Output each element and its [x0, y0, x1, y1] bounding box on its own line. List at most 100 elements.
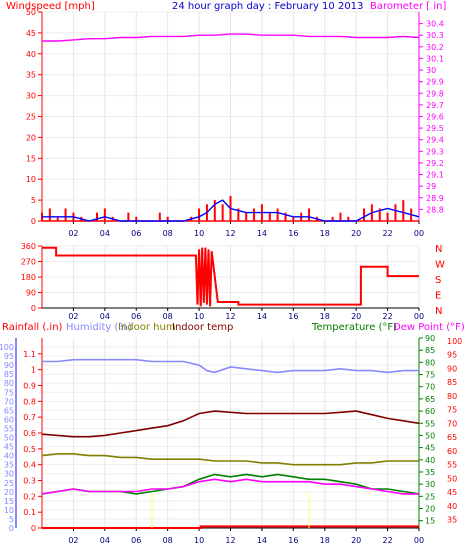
chart-title: 24 hour graph day : February 10 2013: [172, 1, 363, 12]
panel3-xtick-label: 18: [320, 536, 330, 545]
dew-point-series-line: [41, 478, 419, 495]
windspeed-tick-label: 10: [26, 175, 36, 184]
humidity-tick-label: 55: [4, 424, 14, 433]
panel3-xtick-label: 08: [163, 536, 173, 545]
panel1-xtick-label: 14: [257, 229, 267, 238]
windspeed-tick-label: 25: [26, 113, 36, 122]
windspeed-tick-label: 20: [26, 133, 36, 142]
dew-point-tick-label: 65: [447, 433, 457, 442]
temperature-tick-label: 15: [425, 517, 435, 526]
rain-tick-label: 0.8: [23, 397, 36, 406]
dew-point-tick-label: 45: [447, 488, 457, 497]
windspeed-tick-label: 15: [26, 154, 36, 163]
humidity-tick-label: 100: [0, 343, 14, 352]
panel3-xtick-label: 22: [382, 536, 392, 545]
panel2-xtick-label: 16: [288, 312, 298, 321]
windspeed-axis-label: Windspeed [mph]: [6, 1, 95, 12]
windspeed-tick-label: 45: [26, 29, 36, 38]
gust-series-line: [42, 199, 420, 222]
humidity-series-line: [42, 358, 419, 374]
panel2-xtick-label: 22: [382, 312, 392, 321]
windspeed-tick-label: 0: [31, 217, 36, 226]
dew-point-tick-label: 80: [447, 392, 457, 401]
dew-point-tick-label: 75: [447, 406, 457, 415]
barometer-tick-label: 30.3: [426, 31, 444, 40]
dew-point-tick-label: 100: [447, 337, 462, 346]
temperature-tick-label: 90: [425, 334, 435, 343]
compass-label-w: W: [435, 260, 445, 271]
barometer-tick-label: 29.8: [426, 89, 444, 98]
temperature-tick-label: 35: [425, 468, 435, 477]
panel1-xtick-label: 16: [288, 229, 298, 238]
legend-rainfall: Rainfall (.in): [2, 322, 63, 333]
barometer-tick-label: 30.1: [426, 54, 444, 63]
humidity-tick-label: 40: [4, 452, 14, 461]
barometer-tick-label: 30: [426, 66, 436, 75]
panel3-xtick-label: 16: [288, 536, 298, 545]
rain-tick-label: 0.3: [23, 477, 36, 486]
humidity-tick-label: 15: [4, 497, 14, 506]
rain-tick-label: 0.2: [23, 492, 36, 501]
panel2-xtick-label: 02: [68, 312, 78, 321]
rain-tick-label: 1: [31, 366, 36, 375]
temperature-tick-label: 80: [425, 358, 435, 367]
panel1-xtick-label: 00: [414, 229, 424, 238]
temperature-tick-label: 60: [425, 407, 435, 416]
compass-label-s: S: [435, 275, 441, 286]
humidity-tick-label: 75: [4, 388, 14, 397]
barometer-tick-label: 29.9: [426, 78, 444, 87]
rain-tick-label: 0.9: [23, 382, 36, 391]
temperature-tick-label: 70: [425, 383, 435, 392]
temperature-tick-label: 75: [425, 371, 435, 380]
dew-point-tick-label: 90: [447, 364, 457, 373]
panel2-xtick-label: 12: [225, 312, 235, 321]
dew-point-tick-label: 85: [447, 378, 457, 387]
dew-point-tick-label: 60: [447, 447, 457, 456]
barometer-tick-label: 28.9: [426, 194, 444, 203]
temperature-tick-label: 65: [425, 395, 435, 404]
panel1-xtick-label: 06: [131, 229, 141, 238]
barometer-tick-label: 29.3: [426, 147, 444, 156]
rainfall-series-line: [42, 525, 419, 529]
compass-label-n: N: [435, 244, 442, 255]
panel1-xtick-label: 12: [225, 229, 235, 238]
temperature-tick-label: 85: [425, 346, 435, 355]
legend-temperature: Temperature (°F): [311, 322, 397, 333]
humidity-tick-label: 10: [4, 506, 14, 515]
panel1-xtick-label: 20: [351, 229, 361, 238]
legend-humidity: Humidity (%): [66, 322, 132, 333]
panel2-xtick-label: 04: [100, 312, 110, 321]
panel1-xtick-label: 02: [68, 229, 78, 238]
windspeed-tick-label: 50: [26, 8, 36, 17]
humidity-tick-label: 85: [4, 370, 14, 379]
barometer-tick-label: 29.1: [426, 171, 444, 180]
barometer-tick-label: 29.5: [426, 124, 444, 133]
direction-tick-label: 180: [21, 273, 36, 282]
rain-tick-label: 0.5: [23, 445, 36, 454]
panel2-xtick-label: 08: [163, 312, 173, 321]
humidity-tick-label: 20: [4, 488, 14, 497]
panel2-xtick-label: 00: [414, 312, 424, 321]
indoor-temp-series-line: [41, 410, 420, 438]
barometer-tick-label: 29.2: [426, 159, 444, 168]
dew-point-tick-label: 50: [447, 474, 457, 483]
direction-tick-label: 90: [26, 289, 36, 298]
panel1-xtick-label: 04: [100, 229, 110, 238]
rain-tick-label: 1.1: [23, 350, 36, 359]
humidity-tick-label: 35: [4, 461, 14, 470]
humidity-tick-label: 95: [4, 352, 14, 361]
rain-tick-label: 0: [31, 524, 36, 533]
barometer-tick-label: 29.6: [426, 113, 444, 122]
panel3-xtick-label: 04: [100, 536, 110, 545]
panel3-xtick-label: 02: [68, 536, 78, 545]
humidity-tick-label: 60: [4, 415, 14, 424]
compass-label-e: E: [435, 291, 441, 302]
panel1-xtick-label: 22: [382, 229, 392, 238]
panel2-xtick-label: 10: [194, 312, 204, 321]
direction-tick-label: 360: [21, 242, 36, 251]
panel2-xtick-label: 18: [320, 312, 330, 321]
dew-point-tick-label: 35: [447, 516, 457, 525]
panel1-xtick-label: 18: [320, 229, 330, 238]
panel2-xtick-label: 20: [351, 312, 361, 321]
